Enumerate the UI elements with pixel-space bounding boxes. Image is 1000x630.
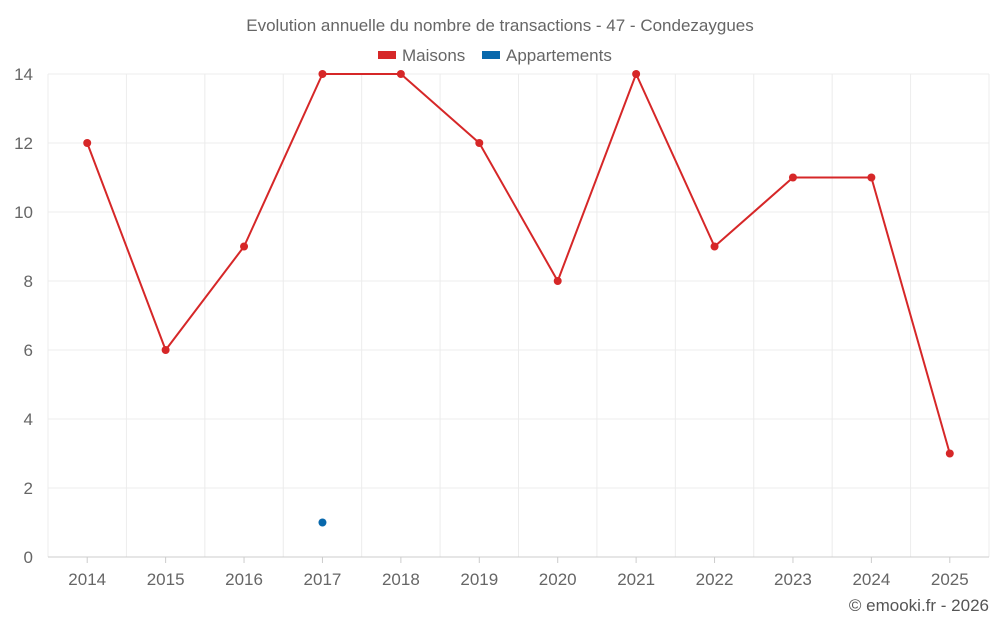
series-line-maisons	[86, 73, 951, 454]
grid	[47, 73, 990, 557]
legend-label-appartements: Appartements	[506, 46, 612, 65]
legend-label-maisons: Maisons	[402, 46, 465, 65]
y-tick-label: 10	[14, 203, 33, 222]
y-tick-label: 4	[24, 410, 33, 429]
data-point-appartements-2017[interactable]	[318, 518, 327, 527]
data-point-maisons-2021[interactable]	[632, 70, 641, 78]
data-point-maisons-2014[interactable]	[83, 139, 92, 147]
y-tick-label: 8	[24, 272, 33, 291]
x-tick-label: 2019	[460, 570, 498, 589]
x-tick-label: 2016	[225, 570, 263, 589]
data-point-maisons-2017[interactable]	[318, 70, 327, 78]
x-tick-label: 2025	[931, 570, 969, 589]
legend-swatch-maisons	[378, 51, 396, 59]
series-maisons	[83, 70, 954, 458]
legend[interactable]: Maisons Appartements	[378, 46, 612, 65]
data-point-maisons-2016[interactable]	[240, 242, 249, 251]
x-tick-label: 2023	[774, 570, 812, 589]
data-point-maisons-2022[interactable]	[710, 242, 719, 251]
x-tick-label: 2017	[304, 570, 342, 589]
x-tick-label: 2015	[147, 570, 185, 589]
y-tick-label: 6	[24, 341, 33, 360]
y-tick-label: 12	[14, 134, 33, 153]
x-tick-label: 2024	[852, 570, 890, 589]
data-point-maisons-2020[interactable]	[553, 277, 562, 285]
data-point-maisons-2023[interactable]	[788, 173, 797, 182]
axes: 0 2 4 6 8 10 12 14 2014 2015 2016 2017 2018 2019 2020 2…	[14, 65, 989, 589]
copyright-credit: © emooki.fr - 2026	[849, 596, 989, 615]
y-tick-label: 0	[24, 548, 33, 567]
data-point-maisons-2019[interactable]	[475, 139, 484, 147]
data-point-maisons-2025[interactable]	[945, 449, 954, 458]
legend-swatch-appartements	[482, 51, 500, 59]
x-tick-label: 2018	[382, 570, 420, 589]
x-tick-label: 2021	[617, 570, 655, 589]
series	[83, 70, 954, 527]
y-tick-label: 14	[14, 65, 33, 84]
data-point-maisons-2018[interactable]	[396, 70, 405, 78]
data-point-maisons-2015[interactable]	[161, 346, 170, 354]
legend-item-appartements[interactable]: Appartements	[482, 46, 612, 65]
x-tick-label: 2014	[68, 570, 106, 589]
y-tick-label: 2	[24, 479, 33, 498]
legend-item-maisons[interactable]: Maisons	[378, 46, 465, 65]
series-appartements	[318, 518, 327, 527]
x-tick-label: 2020	[539, 570, 577, 589]
x-tick-label: 2022	[696, 570, 734, 589]
chart-title: Evolution annuelle du nombre de transact…	[246, 16, 754, 35]
data-point-maisons-2024[interactable]	[867, 173, 876, 182]
